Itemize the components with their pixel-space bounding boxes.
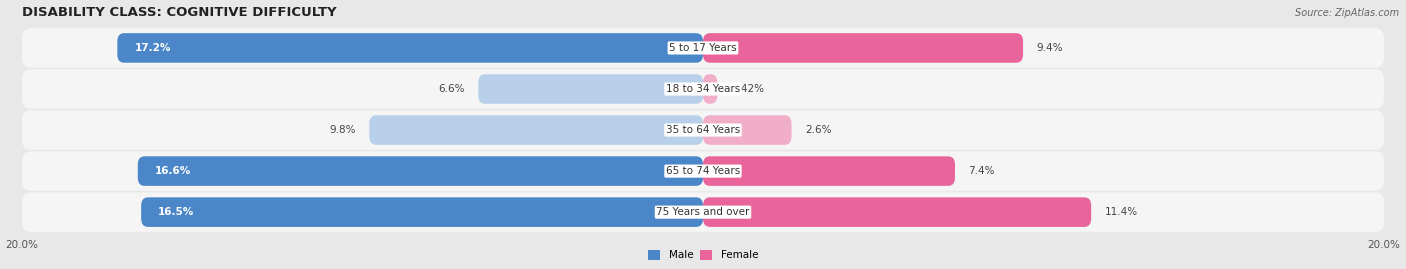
FancyBboxPatch shape: [478, 74, 703, 104]
FancyBboxPatch shape: [703, 74, 717, 104]
FancyBboxPatch shape: [703, 33, 1024, 63]
Text: 0.42%: 0.42%: [731, 84, 763, 94]
FancyBboxPatch shape: [703, 197, 1091, 227]
Text: 75 Years and over: 75 Years and over: [657, 207, 749, 217]
FancyBboxPatch shape: [22, 110, 1384, 150]
FancyBboxPatch shape: [22, 151, 1384, 191]
Text: 65 to 74 Years: 65 to 74 Years: [666, 166, 740, 176]
FancyBboxPatch shape: [22, 192, 1384, 232]
FancyBboxPatch shape: [117, 33, 703, 63]
Text: 9.4%: 9.4%: [1036, 43, 1063, 53]
FancyBboxPatch shape: [141, 197, 703, 227]
Text: 16.5%: 16.5%: [159, 207, 194, 217]
Text: 9.8%: 9.8%: [329, 125, 356, 135]
Text: 7.4%: 7.4%: [969, 166, 995, 176]
FancyBboxPatch shape: [138, 156, 703, 186]
FancyBboxPatch shape: [703, 156, 955, 186]
Text: Source: ZipAtlas.com: Source: ZipAtlas.com: [1295, 8, 1399, 18]
FancyBboxPatch shape: [22, 69, 1384, 109]
Text: 5 to 17 Years: 5 to 17 Years: [669, 43, 737, 53]
FancyBboxPatch shape: [703, 115, 792, 145]
Text: 11.4%: 11.4%: [1105, 207, 1137, 217]
Text: 17.2%: 17.2%: [135, 43, 170, 53]
Text: 18 to 34 Years: 18 to 34 Years: [666, 84, 740, 94]
Text: 35 to 64 Years: 35 to 64 Years: [666, 125, 740, 135]
FancyBboxPatch shape: [370, 115, 703, 145]
FancyBboxPatch shape: [22, 28, 1384, 68]
Text: DISABILITY CLASS: COGNITIVE DIFFICULTY: DISABILITY CLASS: COGNITIVE DIFFICULTY: [22, 6, 336, 19]
Text: 6.6%: 6.6%: [439, 84, 464, 94]
Text: 16.6%: 16.6%: [155, 166, 191, 176]
Text: 2.6%: 2.6%: [806, 125, 832, 135]
Legend: Male, Female: Male, Female: [644, 246, 762, 265]
